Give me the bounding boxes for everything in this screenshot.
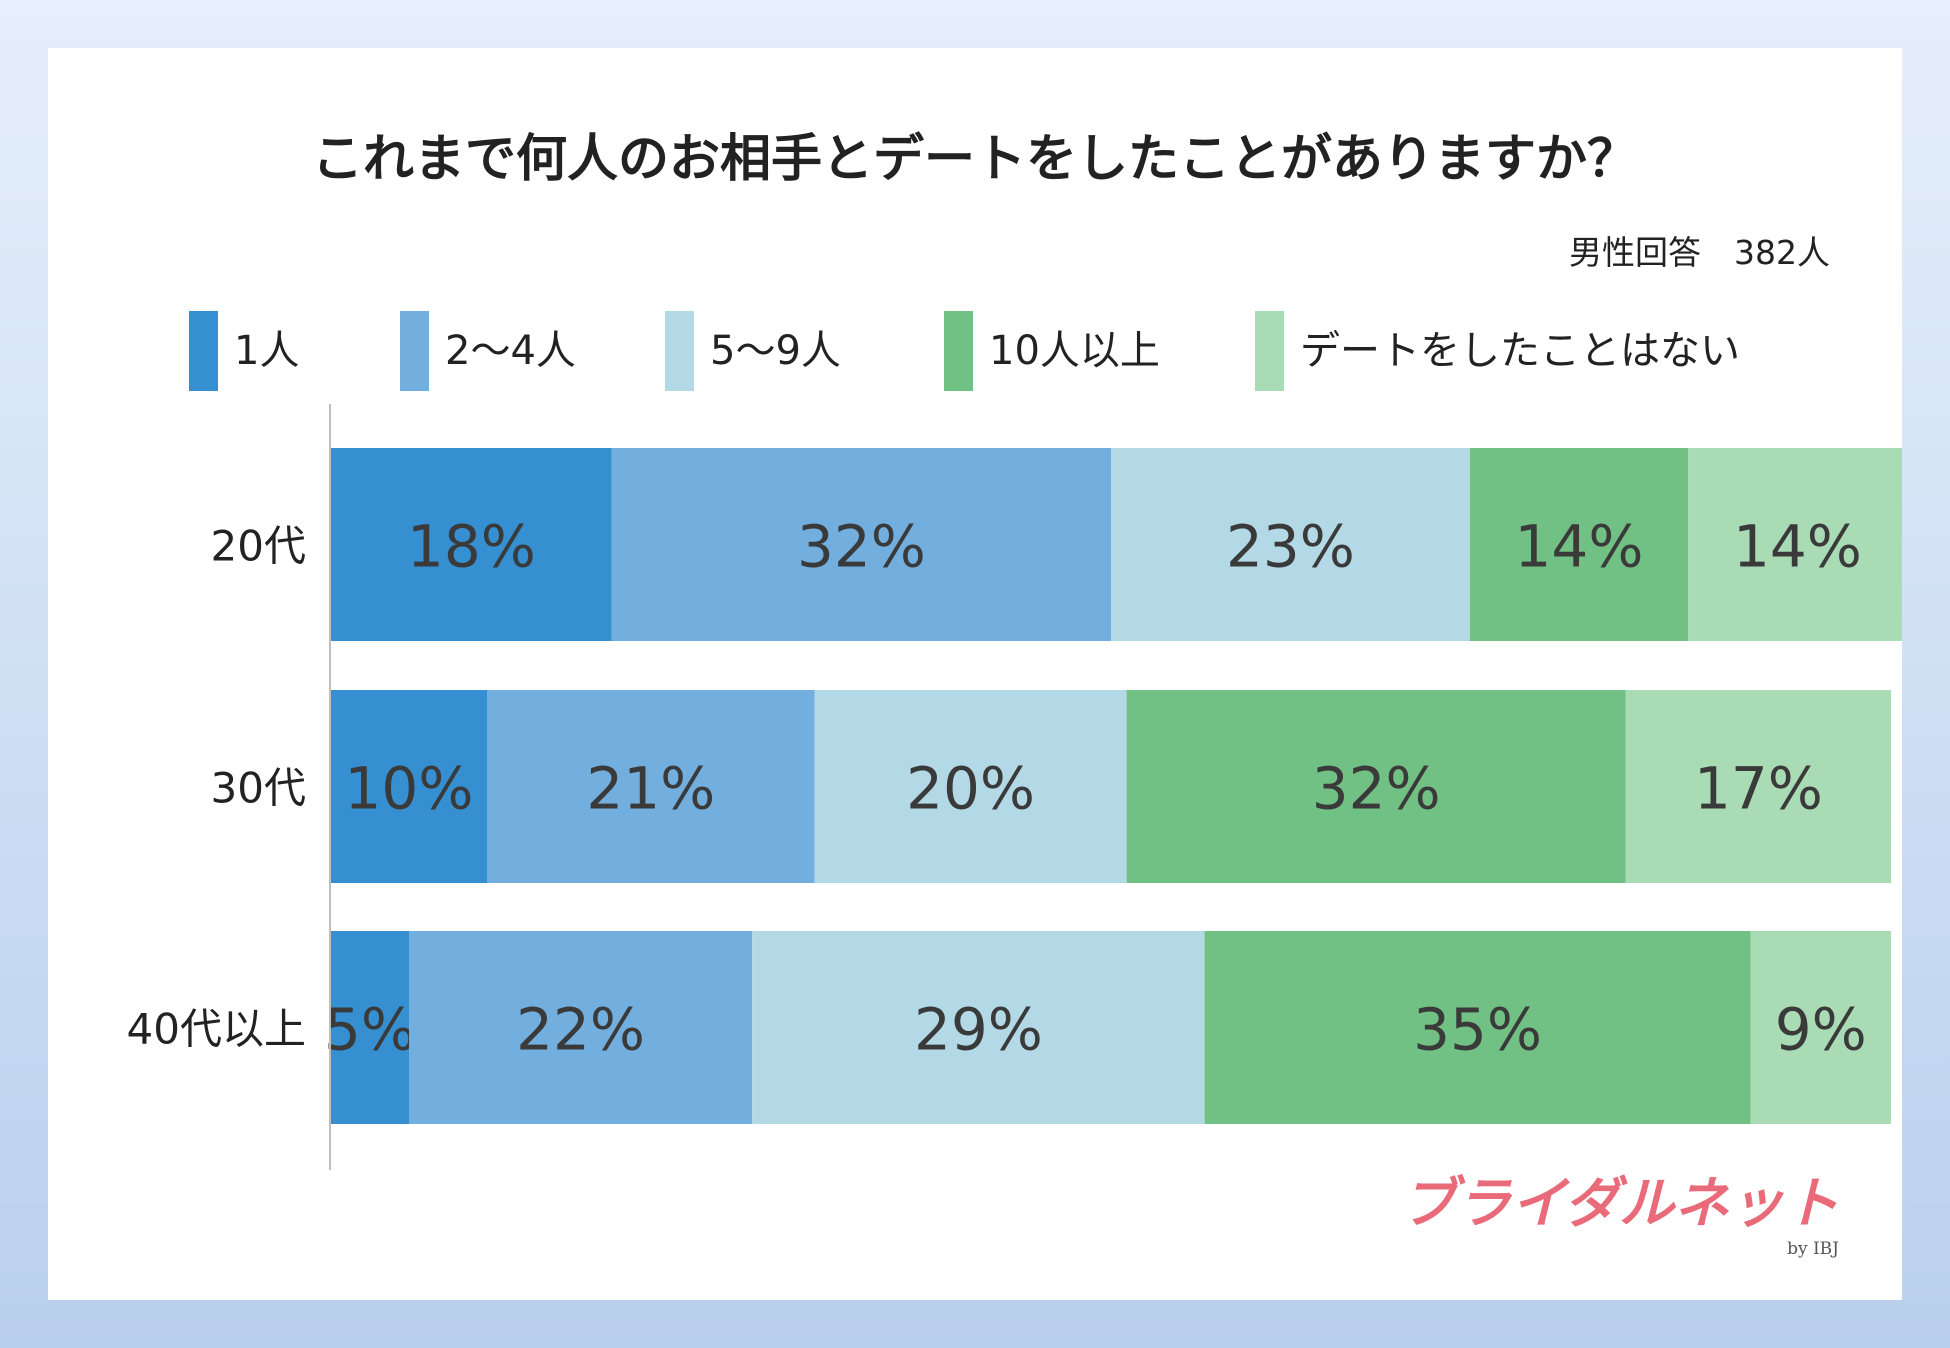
brand-logo-byline: by IBJ xyxy=(1787,1239,1839,1259)
legend-swatch xyxy=(1255,311,1284,391)
legend-swatch xyxy=(400,311,429,391)
data-label: 14% xyxy=(1515,513,1644,581)
data-label: 21% xyxy=(586,755,715,823)
bar-segment xyxy=(814,690,1127,883)
legend-swatch xyxy=(189,311,218,391)
category-label: 20代 xyxy=(211,522,306,571)
legend-label: 10人以上 xyxy=(989,328,1160,374)
bars: 18% 32% 23% 14% 14% 10% 21% 20% 32% 17% 5% 22% 29% 35… xyxy=(324,448,1902,1124)
data-label: 5% xyxy=(324,996,416,1064)
legend-label: 2〜4人 xyxy=(445,328,576,374)
data-label: 22% xyxy=(516,996,645,1064)
data-label: 10% xyxy=(345,755,474,823)
legend-swatch xyxy=(944,311,973,391)
bar-segment xyxy=(1469,448,1689,641)
data-label: 17% xyxy=(1694,755,1823,823)
bar-segment xyxy=(1111,448,1470,641)
bar-segment xyxy=(1688,448,1902,641)
bar-segment xyxy=(487,690,815,883)
data-label: 29% xyxy=(914,996,1043,1064)
chart-card: これまで何人のお相手とデートをしたことがありますか？ 男性回答 382人 1人 2… xyxy=(48,48,1902,1300)
brand-logo: ブライダルネット by IBJ xyxy=(1401,1171,1839,1259)
data-label: 14% xyxy=(1733,513,1862,581)
brand-logo-text: ブライダルネット xyxy=(1401,1171,1839,1235)
bar-segment xyxy=(611,448,1111,641)
data-label: 23% xyxy=(1226,513,1355,581)
category-labels: 20代 30代 40代以上 xyxy=(127,522,306,1054)
bar-segment xyxy=(331,931,409,1124)
data-label: 35% xyxy=(1413,996,1542,1064)
chart-title: これまで何人のお相手とデートをしたことがありますか？ xyxy=(312,130,1638,189)
chart-canvas: これまで何人のお相手とデートをしたことがありますか？ 男性回答 382人 1人 2… xyxy=(127,130,1902,1259)
data-label: 32% xyxy=(797,513,926,581)
bar-segment xyxy=(331,690,487,883)
bar-segment xyxy=(1625,690,1891,883)
data-label: 20% xyxy=(906,755,1035,823)
bar-segment xyxy=(1126,690,1626,883)
legend-label: 5〜9人 xyxy=(710,328,841,374)
legend-label: デートをしたことはない xyxy=(1300,328,1740,374)
bar-segment xyxy=(409,931,753,1124)
legend-label: 1人 xyxy=(234,328,299,374)
chart-subtitle: 男性回答 382人 xyxy=(1569,233,1830,272)
bar-segment xyxy=(1750,931,1891,1124)
legend: 1人 2〜4人 5〜9人 10人以上 デートをしたことはない xyxy=(189,311,1740,391)
bar-segment xyxy=(1204,931,1751,1124)
data-label: 9% xyxy=(1775,996,1867,1064)
bar-segment xyxy=(752,931,1205,1124)
data-label: 32% xyxy=(1312,755,1441,823)
data-label: 18% xyxy=(407,513,536,581)
category-label: 30代 xyxy=(211,764,306,813)
category-label: 40代以上 xyxy=(127,1005,306,1054)
bar-segment xyxy=(331,448,612,641)
legend-swatch xyxy=(665,311,694,391)
